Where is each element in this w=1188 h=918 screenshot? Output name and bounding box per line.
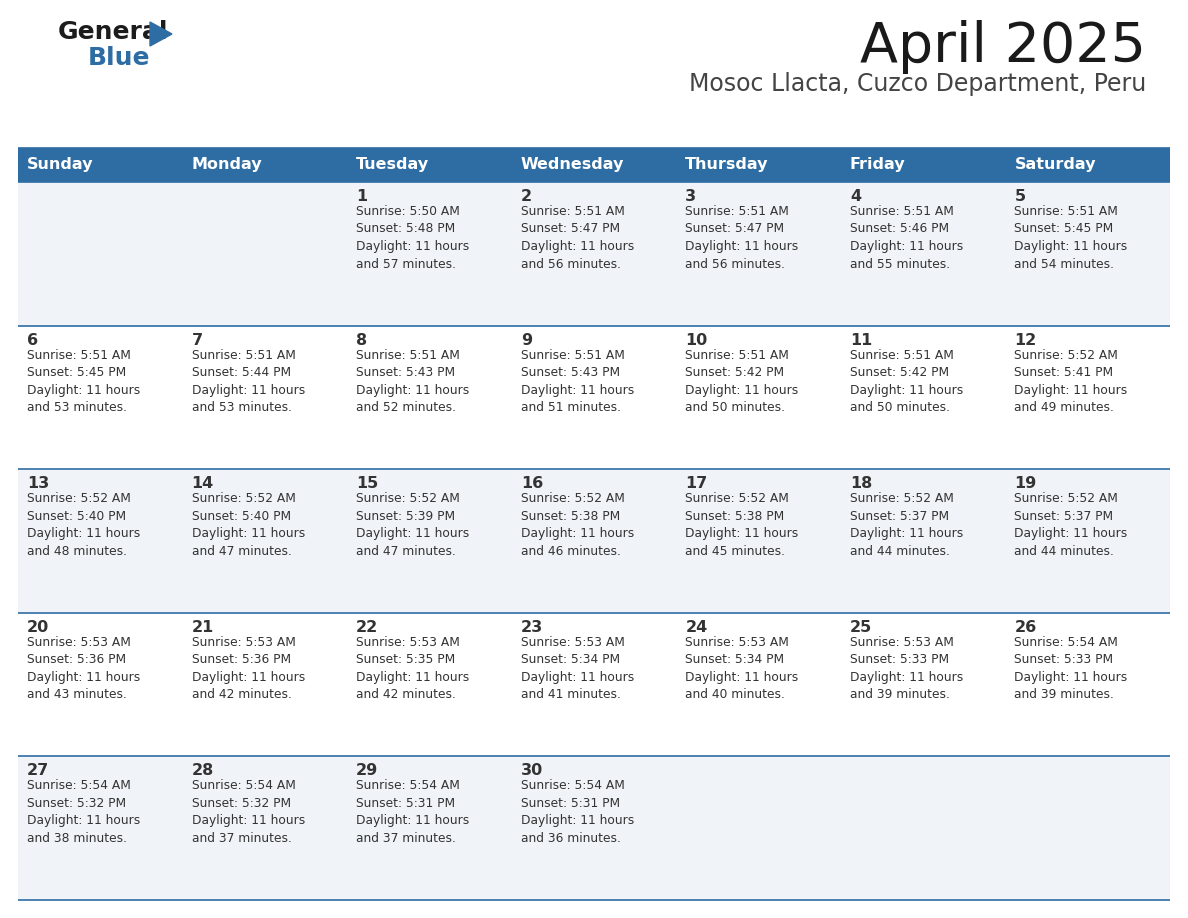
Text: Sunrise: 5:54 AM
Sunset: 5:33 PM
Daylight: 11 hours
and 39 minutes.: Sunrise: 5:54 AM Sunset: 5:33 PM Dayligh… <box>1015 636 1127 701</box>
Text: Mosoc Llacta, Cuzco Department, Peru: Mosoc Llacta, Cuzco Department, Peru <box>689 72 1146 96</box>
Text: 5: 5 <box>1015 189 1025 204</box>
Bar <box>18 182 1170 326</box>
Text: Sunrise: 5:52 AM
Sunset: 5:37 PM
Daylight: 11 hours
and 44 minutes.: Sunrise: 5:52 AM Sunset: 5:37 PM Dayligh… <box>849 492 963 558</box>
Bar <box>347 148 512 182</box>
Text: 7: 7 <box>191 332 203 348</box>
Text: 23: 23 <box>520 620 543 635</box>
Text: 9: 9 <box>520 332 532 348</box>
Text: Sunrise: 5:53 AM
Sunset: 5:36 PM
Daylight: 11 hours
and 42 minutes.: Sunrise: 5:53 AM Sunset: 5:36 PM Dayligh… <box>191 636 305 701</box>
Text: Saturday: Saturday <box>1015 158 1095 173</box>
Text: Sunrise: 5:54 AM
Sunset: 5:32 PM
Daylight: 11 hours
and 38 minutes.: Sunrise: 5:54 AM Sunset: 5:32 PM Dayligh… <box>27 779 140 845</box>
Text: 29: 29 <box>356 764 379 778</box>
Text: Sunrise: 5:51 AM
Sunset: 5:42 PM
Daylight: 11 hours
and 50 minutes.: Sunrise: 5:51 AM Sunset: 5:42 PM Dayligh… <box>685 349 798 414</box>
Bar <box>18 756 1170 900</box>
Bar <box>18 613 1170 756</box>
Text: 21: 21 <box>191 620 214 635</box>
Text: 3: 3 <box>685 189 696 204</box>
Text: 25: 25 <box>849 620 872 635</box>
Text: Sunrise: 5:51 AM
Sunset: 5:46 PM
Daylight: 11 hours
and 55 minutes.: Sunrise: 5:51 AM Sunset: 5:46 PM Dayligh… <box>849 205 963 271</box>
Text: 30: 30 <box>520 764 543 778</box>
Text: Monday: Monday <box>191 158 263 173</box>
Text: Sunrise: 5:53 AM
Sunset: 5:35 PM
Daylight: 11 hours
and 42 minutes.: Sunrise: 5:53 AM Sunset: 5:35 PM Dayligh… <box>356 636 469 701</box>
Text: 12: 12 <box>1015 332 1037 348</box>
Text: Tuesday: Tuesday <box>356 158 429 173</box>
Text: 18: 18 <box>849 476 872 491</box>
Text: Sunrise: 5:52 AM
Sunset: 5:39 PM
Daylight: 11 hours
and 47 minutes.: Sunrise: 5:52 AM Sunset: 5:39 PM Dayligh… <box>356 492 469 558</box>
Text: 28: 28 <box>191 764 214 778</box>
Bar <box>841 148 1005 182</box>
Text: Sunrise: 5:51 AM
Sunset: 5:45 PM
Daylight: 11 hours
and 54 minutes.: Sunrise: 5:51 AM Sunset: 5:45 PM Dayligh… <box>1015 205 1127 271</box>
Text: 13: 13 <box>27 476 49 491</box>
Text: Sunrise: 5:54 AM
Sunset: 5:32 PM
Daylight: 11 hours
and 37 minutes.: Sunrise: 5:54 AM Sunset: 5:32 PM Dayligh… <box>191 779 305 845</box>
Text: Sunrise: 5:52 AM
Sunset: 5:40 PM
Daylight: 11 hours
and 47 minutes.: Sunrise: 5:52 AM Sunset: 5:40 PM Dayligh… <box>191 492 305 558</box>
Text: Sunrise: 5:51 AM
Sunset: 5:45 PM
Daylight: 11 hours
and 53 minutes.: Sunrise: 5:51 AM Sunset: 5:45 PM Dayligh… <box>27 349 140 414</box>
Text: Thursday: Thursday <box>685 158 769 173</box>
Text: Sunrise: 5:51 AM
Sunset: 5:47 PM
Daylight: 11 hours
and 56 minutes.: Sunrise: 5:51 AM Sunset: 5:47 PM Dayligh… <box>685 205 798 271</box>
Text: Friday: Friday <box>849 158 905 173</box>
Bar <box>18 326 1170 469</box>
Bar <box>18 148 183 182</box>
Text: Sunrise: 5:52 AM
Sunset: 5:38 PM
Daylight: 11 hours
and 46 minutes.: Sunrise: 5:52 AM Sunset: 5:38 PM Dayligh… <box>520 492 634 558</box>
Text: Sunrise: 5:54 AM
Sunset: 5:31 PM
Daylight: 11 hours
and 36 minutes.: Sunrise: 5:54 AM Sunset: 5:31 PM Dayligh… <box>520 779 634 845</box>
Text: Sunrise: 5:53 AM
Sunset: 5:33 PM
Daylight: 11 hours
and 39 minutes.: Sunrise: 5:53 AM Sunset: 5:33 PM Dayligh… <box>849 636 963 701</box>
Text: Sunrise: 5:53 AM
Sunset: 5:34 PM
Daylight: 11 hours
and 41 minutes.: Sunrise: 5:53 AM Sunset: 5:34 PM Dayligh… <box>520 636 634 701</box>
Text: April 2025: April 2025 <box>860 20 1146 74</box>
Text: Sunrise: 5:53 AM
Sunset: 5:36 PM
Daylight: 11 hours
and 43 minutes.: Sunrise: 5:53 AM Sunset: 5:36 PM Dayligh… <box>27 636 140 701</box>
Text: Sunrise: 5:52 AM
Sunset: 5:41 PM
Daylight: 11 hours
and 49 minutes.: Sunrise: 5:52 AM Sunset: 5:41 PM Dayligh… <box>1015 349 1127 414</box>
Text: 27: 27 <box>27 764 49 778</box>
Text: Sunrise: 5:51 AM
Sunset: 5:42 PM
Daylight: 11 hours
and 50 minutes.: Sunrise: 5:51 AM Sunset: 5:42 PM Dayligh… <box>849 349 963 414</box>
Text: 24: 24 <box>685 620 708 635</box>
Text: Sunday: Sunday <box>27 158 94 173</box>
Text: Sunrise: 5:51 AM
Sunset: 5:44 PM
Daylight: 11 hours
and 53 minutes.: Sunrise: 5:51 AM Sunset: 5:44 PM Dayligh… <box>191 349 305 414</box>
Text: Blue: Blue <box>88 46 151 70</box>
Text: 11: 11 <box>849 332 872 348</box>
Text: 8: 8 <box>356 332 367 348</box>
Text: 15: 15 <box>356 476 379 491</box>
Text: 16: 16 <box>520 476 543 491</box>
Text: 2: 2 <box>520 189 532 204</box>
Text: 26: 26 <box>1015 620 1037 635</box>
Text: Sunrise: 5:50 AM
Sunset: 5:48 PM
Daylight: 11 hours
and 57 minutes.: Sunrise: 5:50 AM Sunset: 5:48 PM Dayligh… <box>356 205 469 271</box>
Text: Sunrise: 5:51 AM
Sunset: 5:43 PM
Daylight: 11 hours
and 51 minutes.: Sunrise: 5:51 AM Sunset: 5:43 PM Dayligh… <box>520 349 634 414</box>
Text: Sunrise: 5:52 AM
Sunset: 5:38 PM
Daylight: 11 hours
and 45 minutes.: Sunrise: 5:52 AM Sunset: 5:38 PM Dayligh… <box>685 492 798 558</box>
Text: Sunrise: 5:52 AM
Sunset: 5:37 PM
Daylight: 11 hours
and 44 minutes.: Sunrise: 5:52 AM Sunset: 5:37 PM Dayligh… <box>1015 492 1127 558</box>
Text: General: General <box>58 20 169 44</box>
Text: Sunrise: 5:53 AM
Sunset: 5:34 PM
Daylight: 11 hours
and 40 minutes.: Sunrise: 5:53 AM Sunset: 5:34 PM Dayligh… <box>685 636 798 701</box>
Text: 19: 19 <box>1015 476 1037 491</box>
Text: Sunrise: 5:51 AM
Sunset: 5:43 PM
Daylight: 11 hours
and 52 minutes.: Sunrise: 5:51 AM Sunset: 5:43 PM Dayligh… <box>356 349 469 414</box>
Text: Sunrise: 5:51 AM
Sunset: 5:47 PM
Daylight: 11 hours
and 56 minutes.: Sunrise: 5:51 AM Sunset: 5:47 PM Dayligh… <box>520 205 634 271</box>
Text: 14: 14 <box>191 476 214 491</box>
Text: Sunrise: 5:52 AM
Sunset: 5:40 PM
Daylight: 11 hours
and 48 minutes.: Sunrise: 5:52 AM Sunset: 5:40 PM Dayligh… <box>27 492 140 558</box>
Text: 6: 6 <box>27 332 38 348</box>
Text: Wednesday: Wednesday <box>520 158 624 173</box>
Bar <box>512 148 676 182</box>
Bar <box>676 148 841 182</box>
Text: Sunrise: 5:54 AM
Sunset: 5:31 PM
Daylight: 11 hours
and 37 minutes.: Sunrise: 5:54 AM Sunset: 5:31 PM Dayligh… <box>356 779 469 845</box>
Polygon shape <box>150 22 172 46</box>
Bar <box>18 469 1170 613</box>
Text: 1: 1 <box>356 189 367 204</box>
Text: 17: 17 <box>685 476 708 491</box>
Bar <box>1005 148 1170 182</box>
Bar <box>183 148 347 182</box>
Text: 4: 4 <box>849 189 861 204</box>
Text: 10: 10 <box>685 332 708 348</box>
Text: 20: 20 <box>27 620 49 635</box>
Text: 22: 22 <box>356 620 379 635</box>
